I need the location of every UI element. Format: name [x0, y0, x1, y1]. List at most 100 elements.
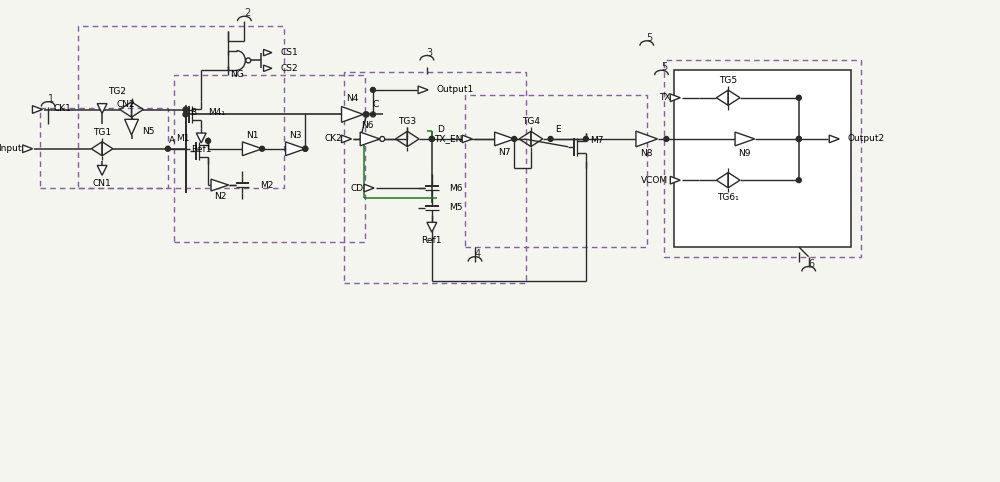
Text: N3: N3	[289, 131, 302, 139]
Bar	[674, 70, 851, 247]
Polygon shape	[360, 132, 380, 146]
Text: Ref1: Ref1	[422, 236, 442, 244]
Polygon shape	[125, 120, 138, 135]
Text: M5: M5	[449, 203, 463, 212]
Circle shape	[796, 178, 801, 183]
Circle shape	[429, 136, 434, 141]
Polygon shape	[264, 49, 272, 56]
Text: N9: N9	[739, 149, 751, 158]
Text: TG2: TG2	[108, 87, 126, 96]
Polygon shape	[427, 222, 437, 232]
Polygon shape	[342, 107, 363, 122]
Text: E: E	[555, 125, 561, 134]
Circle shape	[583, 136, 588, 141]
Circle shape	[664, 136, 669, 141]
Bar	[78, 26, 284, 188]
Text: TG5: TG5	[719, 76, 737, 84]
Circle shape	[548, 136, 553, 141]
Circle shape	[796, 136, 801, 141]
Circle shape	[183, 112, 188, 117]
Text: 4: 4	[475, 249, 481, 259]
Polygon shape	[211, 179, 229, 191]
Text: N8: N8	[640, 149, 653, 158]
Circle shape	[796, 95, 801, 100]
Text: N2: N2	[214, 192, 226, 201]
Polygon shape	[264, 65, 272, 71]
Polygon shape	[97, 165, 107, 175]
Polygon shape	[364, 184, 374, 192]
Text: VCOM: VCOM	[641, 175, 668, 185]
Bar	[465, 95, 647, 247]
Text: A: A	[169, 136, 175, 146]
Text: Output2: Output2	[848, 134, 885, 144]
Text: Ref1: Ref1	[191, 145, 211, 154]
Circle shape	[512, 136, 517, 141]
Text: Output1: Output1	[437, 85, 474, 94]
Text: TX_EN: TX_EN	[434, 134, 462, 144]
Text: NG: NG	[230, 70, 243, 79]
Text: M4₁: M4₁	[208, 108, 225, 117]
Text: B: B	[190, 108, 197, 117]
Text: TG6₁: TG6₁	[717, 193, 739, 202]
Text: N5: N5	[142, 127, 155, 135]
Circle shape	[429, 136, 434, 141]
Circle shape	[260, 147, 265, 151]
Text: CN2: CN2	[117, 100, 135, 109]
Polygon shape	[97, 104, 107, 113]
Text: 5: 5	[661, 62, 668, 72]
Text: D: D	[437, 125, 444, 134]
Bar	[40, 107, 168, 188]
Polygon shape	[670, 176, 680, 184]
Circle shape	[380, 136, 385, 141]
Text: M7: M7	[590, 136, 603, 146]
Text: TX: TX	[659, 93, 670, 102]
Text: CK1: CK1	[53, 104, 71, 113]
Text: N4: N4	[346, 94, 359, 103]
Text: M1: M1	[176, 134, 189, 144]
Text: CD: CD	[351, 184, 364, 192]
Circle shape	[364, 112, 369, 117]
Polygon shape	[735, 132, 755, 146]
Bar	[344, 72, 526, 283]
Circle shape	[303, 147, 308, 151]
Text: CN1: CN1	[93, 179, 111, 187]
Polygon shape	[242, 142, 262, 156]
Text: Input: Input	[0, 144, 22, 153]
Circle shape	[370, 112, 375, 117]
Polygon shape	[495, 132, 514, 146]
Text: 1: 1	[48, 94, 54, 104]
Text: N6: N6	[361, 120, 373, 130]
Text: N7: N7	[498, 148, 511, 157]
Polygon shape	[636, 131, 658, 147]
Polygon shape	[670, 94, 680, 102]
Text: TG4: TG4	[522, 117, 540, 126]
Polygon shape	[418, 86, 428, 94]
Text: N1: N1	[246, 131, 258, 139]
Text: CK2: CK2	[325, 134, 343, 144]
Circle shape	[165, 147, 170, 151]
Bar	[664, 60, 861, 257]
Polygon shape	[23, 145, 33, 153]
Circle shape	[796, 136, 801, 141]
Text: 5: 5	[647, 33, 653, 43]
Circle shape	[206, 138, 211, 143]
Text: 3: 3	[427, 48, 433, 57]
Text: TG3: TG3	[398, 117, 416, 126]
Text: 6: 6	[809, 258, 815, 268]
Text: M6: M6	[449, 184, 463, 192]
Polygon shape	[196, 133, 206, 143]
Circle shape	[246, 58, 251, 63]
Polygon shape	[829, 135, 839, 143]
Text: CS1: CS1	[280, 48, 298, 57]
Circle shape	[363, 112, 368, 117]
Circle shape	[303, 147, 308, 151]
Text: TG1: TG1	[93, 128, 111, 136]
Polygon shape	[342, 135, 352, 143]
Bar	[174, 75, 365, 242]
Polygon shape	[286, 142, 305, 156]
Text: CS2: CS2	[280, 64, 298, 73]
Text: 2: 2	[244, 8, 250, 18]
Polygon shape	[32, 106, 42, 113]
Circle shape	[370, 87, 375, 93]
Text: C: C	[373, 100, 379, 109]
